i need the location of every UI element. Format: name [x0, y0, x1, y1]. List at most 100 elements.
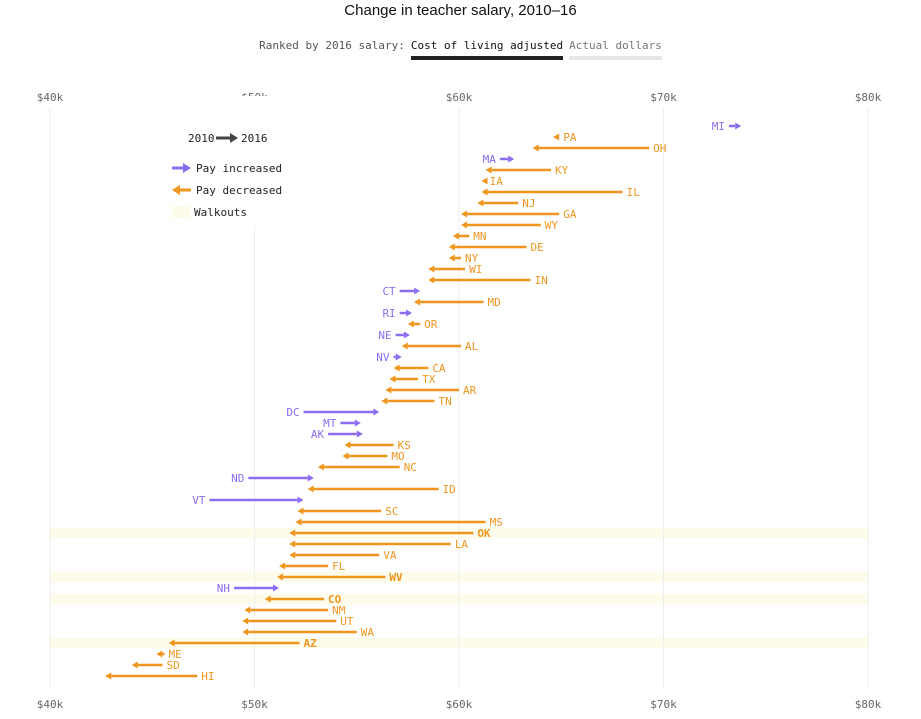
state-label: MI: [712, 120, 725, 133]
salary-arrow-head: [307, 485, 314, 493]
toggle-cost-of-living-button[interactable]: Cost of living adjusted: [410, 38, 564, 60]
ranking-toggle: Ranked by 2016 salary: Cost of living ad…: [0, 38, 921, 60]
legend-increase-arrow-head: [183, 163, 191, 173]
legend-decrease-label: Pay decreased: [196, 184, 282, 197]
salary-arrow-head: [389, 375, 396, 383]
salary-arrow-head: [297, 507, 304, 515]
state-label: NJ: [522, 197, 535, 210]
salary-arrow-head: [356, 430, 363, 438]
salary-arrow-head: [428, 276, 435, 284]
state-label: VA: [383, 549, 397, 562]
state-label: MO: [391, 450, 404, 463]
chart-title: Change in teacher salary, 2010–16: [344, 2, 577, 19]
state-label: NV: [376, 351, 390, 364]
state-label: IA: [490, 175, 504, 188]
salary-arrow-head: [553, 133, 560, 141]
x-tick-label: $70k: [650, 91, 677, 104]
state-label: NY: [465, 252, 479, 265]
state-label: ID: [443, 483, 456, 496]
x-tick-label: $60k: [446, 698, 473, 711]
x-tick-label: $70k: [650, 698, 677, 711]
salary-arrow-head: [244, 606, 251, 614]
salary-arrow-head: [289, 551, 296, 559]
state-label: MA: [483, 153, 497, 166]
bottom-axis: $40k $50k $60k $70k $80k: [37, 698, 882, 711]
salary-arrow-head: [131, 661, 138, 669]
salary-arrow-head: [317, 463, 324, 471]
x-tick-label: $40k: [37, 91, 64, 104]
x-tick-label: $60k: [446, 91, 473, 104]
state-label: OR: [424, 318, 438, 331]
salary-arrow-head: [279, 562, 286, 570]
state-label: OK: [477, 527, 491, 540]
top-axis: $40k$50k$60k$70k$80k: [37, 91, 882, 104]
salary-arrow-head: [407, 320, 414, 328]
state-label: AK: [311, 428, 325, 441]
salary-arrow-head: [297, 496, 304, 504]
salary-arrow-head: [477, 199, 484, 207]
state-label: DE: [530, 241, 543, 254]
state-label: GA: [563, 208, 577, 221]
state-label: DC: [286, 406, 299, 419]
state-label: NE: [378, 329, 391, 342]
salary-arrow-head: [461, 221, 468, 229]
legend-to-label: 2016: [241, 132, 268, 145]
salary-arrow-head: [156, 650, 163, 658]
state-label: NM: [332, 604, 346, 617]
legend-walkout-label: Walkouts: [194, 206, 247, 219]
state-label: SD: [166, 659, 179, 672]
toggle-actual-dollars-button[interactable]: Actual dollars: [569, 38, 662, 60]
state-label: RI: [382, 307, 395, 320]
state-label: KY: [555, 164, 569, 177]
state-label: IL: [627, 186, 641, 199]
legend-decrease-arrow-head: [172, 185, 180, 195]
state-label: AZ: [303, 637, 317, 650]
x-tick-label: $80k: [855, 91, 882, 104]
salary-arrow-head: [401, 342, 408, 350]
salary-arrow-head: [414, 287, 421, 295]
salary-arrow-head: [481, 177, 488, 185]
legend-walkout-swatch: [172, 206, 190, 218]
state-label: MS: [490, 516, 503, 529]
state-label: NC: [404, 461, 417, 474]
state-label: OH: [653, 142, 666, 155]
legend-from-label: 2010: [188, 132, 215, 145]
salary-arrow-head: [295, 518, 302, 526]
state-label: HI: [201, 670, 214, 683]
salary-arrow-head: [485, 166, 492, 174]
legend: 2010 2016 Pay increased Pay decreased Wa…: [172, 96, 302, 226]
salary-arrow-head: [373, 408, 380, 416]
salary-arrow-head: [242, 617, 249, 625]
legend-increase-label: Pay increased: [196, 162, 282, 175]
state-label: VT: [192, 494, 206, 507]
state-label: NH: [217, 582, 230, 595]
state-label: MN: [473, 230, 486, 243]
state-label: SC: [385, 505, 398, 518]
salary-arrow-head: [448, 243, 455, 251]
salary-arrow-head: [289, 529, 296, 537]
x-tick-label: $50k: [241, 698, 268, 711]
state-label: PA: [563, 131, 577, 144]
salary-arrow-head: [307, 474, 314, 482]
salary-arrow-head: [448, 254, 455, 262]
state-label: WA: [361, 626, 375, 639]
state-label: TX: [422, 373, 436, 386]
state-label: TN: [438, 395, 451, 408]
state-label: ND: [231, 472, 244, 485]
salary-arrow-head: [428, 265, 435, 273]
salary-arrow-head: [403, 331, 410, 339]
salary-arrow-head: [385, 386, 392, 394]
salary-arrow-head: [395, 353, 402, 361]
state-label: KS: [398, 439, 411, 452]
legend-example-arrow-head: [230, 133, 238, 143]
state-label: IN: [535, 274, 548, 287]
state-label: AL: [465, 340, 479, 353]
salary-arrow-head: [508, 155, 515, 163]
salary-arrow-head: [381, 397, 388, 405]
salary-arrow-head: [273, 584, 280, 592]
state-label: CA: [432, 362, 446, 375]
salary-arrow-head: [342, 452, 349, 460]
salary-arrow-head: [452, 232, 459, 240]
salary-arrow-head: [264, 595, 271, 603]
